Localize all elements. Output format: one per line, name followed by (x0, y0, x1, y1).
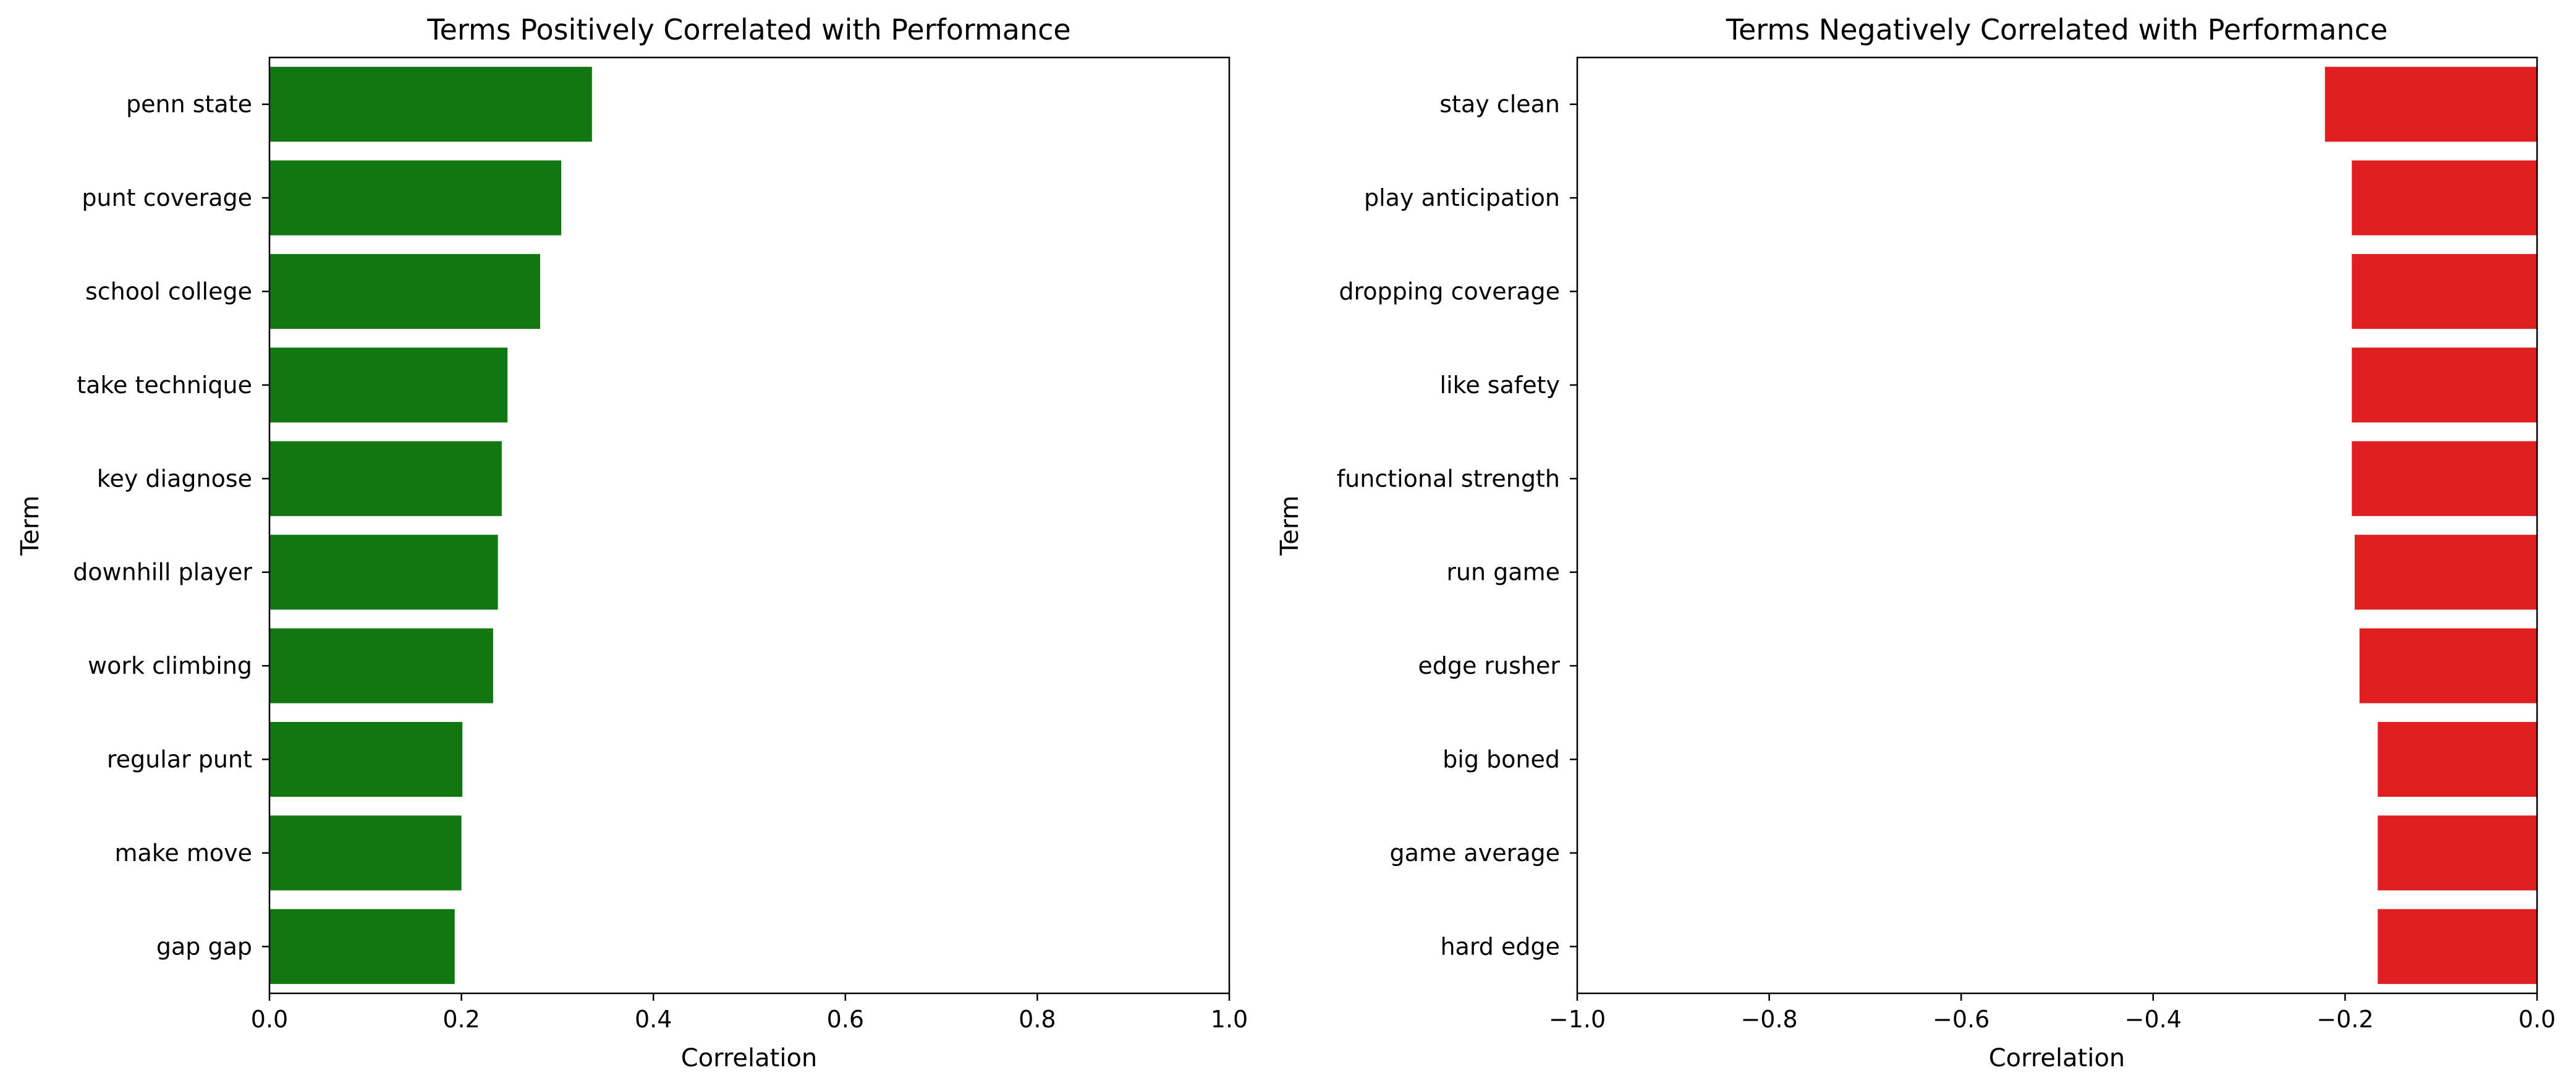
x-tick-labels-positive: 0.0 0.2 0.4 0.6 0.8 1.0 (251, 993, 1248, 1033)
x-tick-label: 0.2 (443, 1006, 480, 1033)
bar-positive-2 (269, 253, 540, 329)
bar-negative-4 (2352, 441, 2537, 516)
x-tick-labels-negative: −1.0 −0.8 −0.6 −0.4 −0.2 0.0 (1549, 993, 2556, 1033)
bar-positive-7 (269, 721, 463, 797)
y-axis-label-positive: Term (16, 496, 44, 556)
bar-positive-0 (269, 67, 592, 142)
bars-positive (269, 67, 592, 984)
bar-positive-4 (269, 441, 502, 516)
chart-title-positive: Terms Positively Correlated with Perform… (426, 13, 1070, 46)
bar-positive-3 (269, 347, 508, 423)
y-tick-label: regular punt (107, 746, 252, 773)
bar-negative-2 (2352, 253, 2537, 329)
x-axis-label-positive: Correlation (681, 1044, 818, 1072)
y-tick-label: run game (1446, 559, 1560, 586)
x-tick-label: 0.0 (251, 1006, 288, 1033)
plot-frame-negative (1576, 56, 2538, 995)
y-tick-label: penn state (126, 91, 252, 118)
x-tick-label: 0.0 (2519, 1006, 2556, 1033)
y-tick-label: stay clean (1439, 91, 1560, 118)
y-tick-label: key diagnose (97, 465, 252, 492)
bar-positive-5 (269, 535, 498, 610)
y-tick-label: take technique (77, 371, 252, 399)
y-tick-label: gap gap (156, 933, 252, 960)
chart-positive-correlation: Terms Positively Correlated with Perform… (16, 13, 1248, 1072)
y-tick-label: dropping coverage (1339, 278, 1560, 305)
chart-negative-correlation: Terms Negatively Correlated with Perform… (1276, 13, 2556, 1072)
bar-negative-5 (2354, 535, 2537, 610)
y-tick-label: hard edge (1440, 933, 1560, 960)
x-tick-label: −0.4 (2125, 1006, 2182, 1033)
bar-negative-8 (2378, 815, 2537, 891)
x-tick-label: −0.6 (1933, 1006, 1989, 1033)
plot-frame-positive (268, 56, 1231, 995)
y-tick-label: like safety (1440, 371, 1560, 399)
chart-title-negative: Terms Negatively Correlated with Perform… (1726, 13, 2388, 46)
y-tick-labels-negative: stay clean play anticipation dropping cove… (1337, 91, 1577, 960)
bars-negative (2324, 67, 2537, 984)
y-tick-label: school college (85, 278, 252, 305)
y-tick-label: make move (114, 839, 252, 867)
x-tick-label: −0.8 (1740, 1006, 1797, 1033)
bar-positive-1 (269, 160, 562, 236)
x-tick-label: −0.2 (2316, 1006, 2373, 1033)
y-tick-label: downhill player (73, 559, 252, 586)
x-tick-label: 1.0 (1211, 1006, 1248, 1033)
y-tick-label: edge rusher (1418, 652, 1560, 679)
bar-positive-8 (269, 815, 462, 891)
bar-positive-6 (269, 628, 493, 703)
y-tick-label: game average (1390, 839, 1560, 867)
y-tick-label: big boned (1443, 746, 1560, 773)
bar-negative-9 (2378, 909, 2537, 984)
x-tick-label: −1.0 (1549, 1006, 1606, 1033)
y-tick-label: punt coverage (82, 184, 252, 211)
bar-negative-7 (2378, 721, 2537, 797)
bar-negative-6 (2359, 628, 2537, 703)
bar-positive-9 (269, 909, 455, 984)
y-tick-labels-positive: penn state punt coverage school college tak… (73, 91, 269, 960)
x-tick-label: 0.8 (1019, 1006, 1056, 1033)
bar-negative-3 (2352, 347, 2537, 423)
x-tick-label: 0.6 (827, 1006, 864, 1033)
y-tick-label: play anticipation (1364, 184, 1560, 211)
bar-negative-0 (2324, 67, 2537, 142)
y-axis-label-negative: Term (1276, 496, 1304, 556)
bar-negative-1 (2352, 160, 2537, 236)
y-tick-label: work climbing (88, 652, 252, 679)
x-axis-label-negative: Correlation (1989, 1044, 2125, 1072)
y-tick-label: functional strength (1337, 465, 1560, 492)
x-tick-label: 0.4 (635, 1006, 672, 1033)
